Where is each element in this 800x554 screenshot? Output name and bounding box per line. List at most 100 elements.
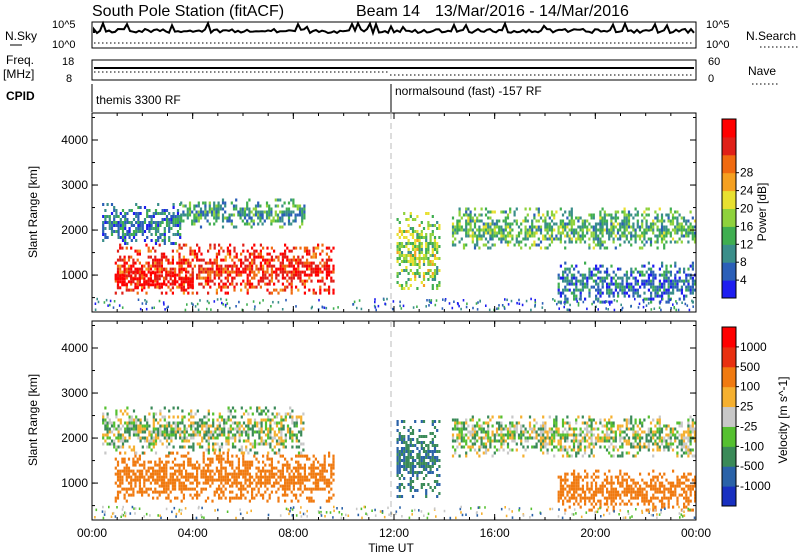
- echo-cell: [271, 418, 274, 422]
- echo-cell: [550, 210, 554, 214]
- echo-cell: [588, 213, 591, 217]
- echo-cell: [281, 475, 284, 479]
- echo-cell: [429, 269, 432, 272]
- echo-cell: [169, 481, 172, 485]
- echo-cell: [165, 424, 169, 428]
- echo-cell: [456, 421, 459, 425]
- echo-cell: [495, 421, 499, 425]
- echo-cell: [594, 231, 598, 235]
- echo-cell: [248, 282, 251, 286]
- echo-cell: [495, 427, 499, 431]
- echo-cell: [471, 234, 474, 238]
- echo-cell: [595, 273, 598, 277]
- echo-cell: [310, 264, 313, 268]
- echo-cell: [147, 478, 150, 482]
- echo-cell: [135, 427, 138, 431]
- echo-cell: [454, 225, 457, 229]
- echo-cell: [667, 219, 670, 223]
- echo-cell: [433, 245, 437, 248]
- echo-cell: [493, 222, 496, 226]
- echo-cell: [669, 231, 672, 235]
- echo-cell: [407, 248, 410, 251]
- echo-cell: [487, 424, 490, 428]
- echo-cell: [247, 430, 250, 434]
- echo-cell: [660, 225, 664, 229]
- echo-cell: [537, 237, 540, 241]
- echo-cell: [407, 287, 410, 290]
- echo-cell: [141, 472, 144, 476]
- echo-cell: [132, 445, 136, 449]
- echo-cell: [482, 234, 485, 238]
- echo-cell: [491, 231, 494, 235]
- echo-cell: [643, 291, 646, 295]
- echo-cell: [264, 276, 267, 280]
- echo-cell: [614, 288, 617, 292]
- echo-cell: [634, 240, 637, 244]
- echo-cell: [113, 209, 116, 212]
- scatter-dot: [647, 302, 650, 305]
- echo-cell: [180, 258, 183, 262]
- echo-cell: [658, 285, 661, 289]
- echo-cell: [193, 487, 196, 491]
- scatter-dot: [458, 304, 460, 308]
- echo-cell: [325, 264, 328, 268]
- echo-cell: [422, 260, 426, 263]
- echo-cell: [198, 270, 201, 274]
- echo-cell: [240, 493, 243, 497]
- echo-cell: [284, 439, 287, 443]
- echo-cell: [110, 230, 114, 233]
- echo-cell: [398, 486, 401, 489]
- echo-cell: [495, 433, 499, 437]
- echo-cell: [480, 442, 483, 446]
- echo-cell: [676, 279, 679, 283]
- echo-cell: [276, 204, 280, 208]
- echo-cell: [209, 270, 212, 274]
- echo-cell: [436, 284, 439, 287]
- echo-cell: [438, 281, 441, 284]
- echo-cell: [123, 264, 126, 268]
- echo-cell: [676, 228, 679, 232]
- echo-cell: [258, 412, 261, 416]
- echo-cell: [174, 481, 177, 485]
- echo-cell: [619, 243, 622, 247]
- echo-cell: [325, 258, 328, 262]
- echo-cell: [691, 300, 694, 304]
- echo-cell: [456, 433, 459, 437]
- echo-cell: [194, 430, 197, 434]
- echo-cell: [271, 439, 274, 443]
- echo-cell: [224, 267, 227, 271]
- echo-cell: [128, 227, 131, 230]
- echo-cell: [259, 204, 262, 208]
- echo-cell: [671, 213, 675, 217]
- echo-cell: [249, 406, 252, 410]
- echo-cell: [623, 288, 626, 292]
- echo-cell: [172, 218, 175, 221]
- echo-cell: [119, 236, 122, 239]
- echo-cell: [152, 215, 155, 218]
- scatter-dot: [208, 301, 210, 305]
- echo-cell: [298, 207, 302, 211]
- echo-cell: [135, 203, 138, 206]
- echo-cell: [200, 282, 203, 286]
- echo-cell: [594, 225, 598, 229]
- echo-cell: [148, 230, 151, 233]
- echo-cell: [473, 234, 477, 238]
- echo-cell: [147, 469, 150, 473]
- echo-cell: [238, 436, 241, 440]
- echo-cell: [163, 236, 166, 239]
- echo-cell: [170, 215, 173, 218]
- echo-cell: [323, 475, 326, 479]
- echo-cell: [605, 213, 609, 217]
- echo-cell: [456, 225, 459, 229]
- echo-cell: [504, 234, 507, 238]
- echo-cell: [233, 496, 236, 500]
- echo-cell: [465, 442, 468, 446]
- echo-cell: [248, 466, 251, 470]
- echo-cell: [683, 294, 686, 298]
- echo-cell: [201, 418, 204, 422]
- echo-cell: [418, 435, 421, 438]
- echo-cell: [137, 212, 140, 215]
- echo-cell: [667, 270, 670, 274]
- echo-cell: [264, 406, 268, 410]
- echo-cell: [281, 270, 284, 274]
